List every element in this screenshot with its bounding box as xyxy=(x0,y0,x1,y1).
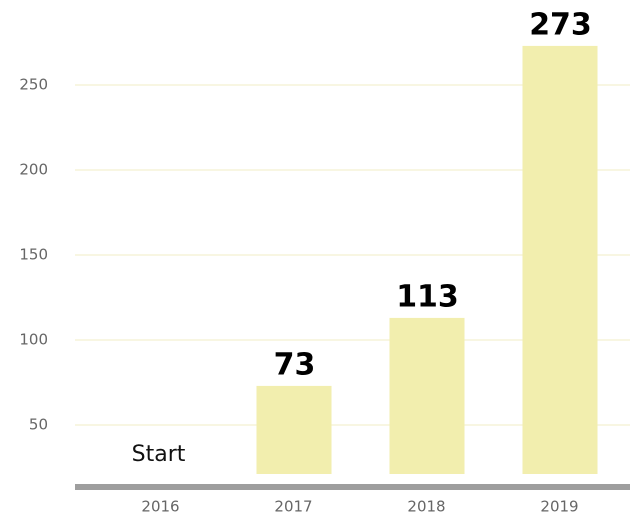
y-tick-label: 200 xyxy=(19,161,48,179)
bar xyxy=(522,45,598,475)
data-label: 273 xyxy=(529,7,592,42)
x-axis xyxy=(75,484,630,490)
annotation: Start xyxy=(132,442,186,467)
y-tick-label: 250 xyxy=(19,76,48,94)
bar xyxy=(256,385,332,474)
x-tick-label: 2018 xyxy=(407,498,445,516)
data-label: 73 xyxy=(274,347,316,382)
x-tick-label: 2019 xyxy=(540,498,578,516)
y-tick-label: 150 xyxy=(19,246,48,264)
y-tick-label: 100 xyxy=(19,331,48,349)
x-tick-label: 2017 xyxy=(274,498,312,516)
data-label: 113 xyxy=(396,279,459,314)
x-tick-label: 2016 xyxy=(141,498,179,516)
bar xyxy=(389,317,465,474)
y-tick-label: 50 xyxy=(29,416,48,434)
